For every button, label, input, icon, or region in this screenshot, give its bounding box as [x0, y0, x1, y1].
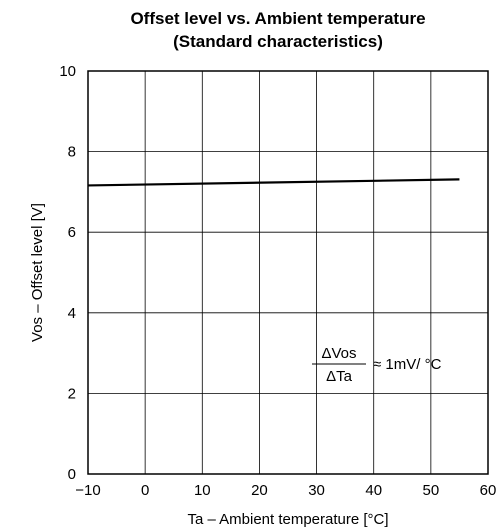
- y-tick-label: 2: [68, 385, 76, 402]
- chart-subtitle: (Standard characteristics): [173, 32, 383, 51]
- y-tick-label: 10: [59, 63, 76, 80]
- plot-frame: [87, 70, 489, 475]
- slope-annotation: ΔVos ΔTa ≈ 1mV/ °C: [312, 345, 442, 385]
- x-tick-label: 20: [251, 482, 268, 499]
- annotation-value: ≈ 1mV/ °C: [373, 356, 442, 373]
- gridlines: [88, 71, 488, 474]
- x-tick-label: 60: [480, 482, 497, 499]
- x-tick-label: 0: [141, 482, 149, 499]
- y-tick-label: 8: [68, 144, 76, 161]
- annotation-denominator: ΔTa: [326, 368, 353, 385]
- series-line: [87, 178, 460, 187]
- x-tick-label: −10: [75, 482, 100, 499]
- x-tick-label: 50: [423, 482, 440, 499]
- y-tick-label: 4: [68, 305, 76, 322]
- x-tick-label: 40: [365, 482, 382, 499]
- x-axis-label: Ta – Ambient temperature [°C]: [187, 511, 388, 528]
- annotation-numerator: ΔVos: [321, 345, 356, 362]
- series-group: [87, 178, 460, 187]
- y-tick-label: 6: [68, 224, 76, 241]
- y-tick-label: 0: [68, 466, 76, 483]
- y-axis-label: Vos – Offset level [V]: [29, 203, 46, 342]
- x-tick-label: 10: [194, 482, 211, 499]
- x-tick-label: 30: [308, 482, 325, 499]
- chart-title: Offset level vs. Ambient temperature: [130, 9, 425, 28]
